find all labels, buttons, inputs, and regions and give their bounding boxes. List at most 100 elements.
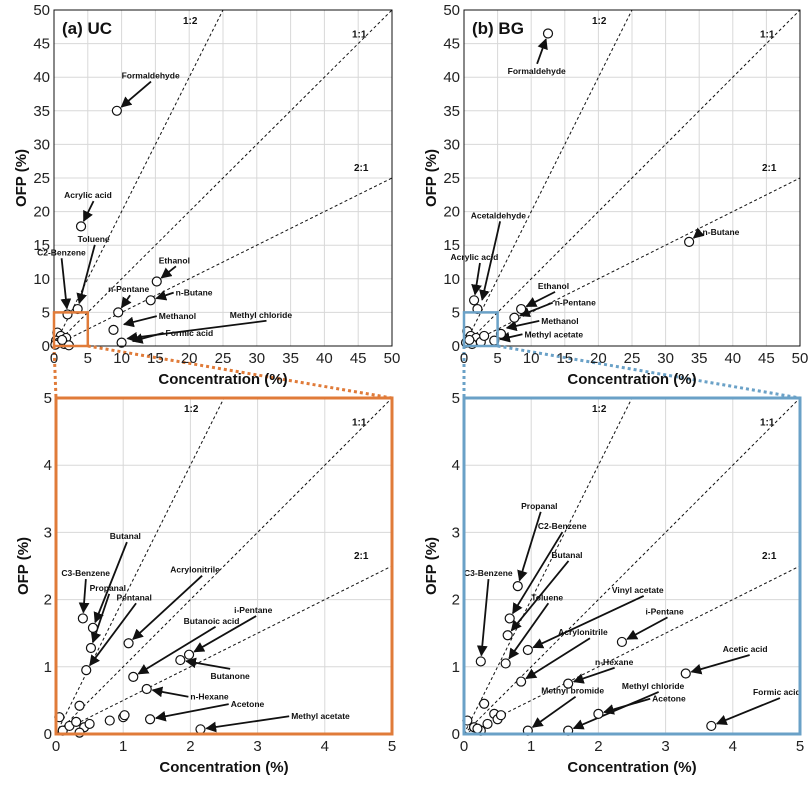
x-tick-label: 35: [282, 350, 299, 367]
ratio-label: 1:2: [592, 16, 607, 27]
x-tick-label: 0: [460, 738, 468, 755]
annotation-arrow: [154, 703, 229, 722]
annotation-arrow: [89, 602, 137, 667]
data-point: [123, 638, 134, 649]
annotation-arrow: [471, 262, 482, 296]
ratio-line-2-1: [53, 177, 393, 347]
x-tick-label: 10: [113, 350, 130, 367]
annotation-label: i-Pentane: [234, 605, 273, 615]
x-tick-label: 3: [661, 738, 669, 755]
annotation-arrow: [508, 602, 550, 660]
plot-frame: [462, 396, 802, 736]
annotation-arrow: [517, 511, 542, 582]
x-tick-label: 35: [691, 350, 708, 367]
data-point: [71, 716, 82, 728]
data-point: [616, 636, 628, 648]
annotation-arrow: [715, 697, 781, 726]
x-tick-label: 25: [624, 350, 641, 367]
x-tick-label: 45: [758, 350, 775, 367]
y-tick-label: 4: [44, 457, 52, 474]
y-tick-label: 2: [452, 592, 460, 609]
ratio-line-1-1: [55, 397, 393, 735]
ratio-label: 1:2: [183, 16, 198, 27]
x-tick-label: 50: [384, 350, 401, 367]
data-point: [522, 644, 533, 656]
annotation-arrow: [536, 38, 548, 65]
annotation-arrow: [692, 227, 705, 239]
y-tick-label: 1: [44, 659, 52, 676]
annotation-arrow: [518, 301, 554, 318]
annotation-label: Butanal: [110, 531, 141, 541]
annotation-label: Methyl acetate: [291, 711, 350, 721]
x-tick-label: 1: [527, 738, 535, 755]
data-point: [113, 307, 124, 318]
x-tick-label: 4: [321, 738, 329, 755]
data-point: [151, 276, 162, 287]
y-tick-label: 5: [44, 390, 52, 407]
x-tick-label: 2: [594, 738, 602, 755]
annotation-label: Formaldehyde: [122, 71, 180, 81]
annotation-label: Butanone: [211, 671, 250, 681]
annotation-label: Toluene: [531, 592, 563, 602]
y-tick-label: 5: [452, 390, 460, 407]
plot-frame: [53, 9, 393, 347]
annotation-label: Acetaldehyde: [471, 210, 527, 220]
data-point: [472, 723, 483, 734]
annotation-arrow: [155, 290, 174, 301]
annotation-label: C3-Benzene: [61, 568, 110, 578]
data-point: [75, 221, 87, 232]
data-point: [111, 105, 122, 116]
data-point: [680, 668, 691, 679]
x-tick-label: 1: [119, 738, 127, 755]
plot-frame: [463, 9, 801, 347]
data-point: [119, 710, 130, 721]
panel-tag: (b) BG: [472, 19, 524, 38]
x-tick-label: 5: [796, 738, 804, 755]
ratio-line-2-1: [55, 565, 393, 735]
annotation-label: Ethanol: [538, 281, 569, 291]
data-point: [479, 330, 490, 342]
data-point: [593, 708, 604, 719]
ratio-label: 1:2: [592, 404, 607, 415]
annotation-label: Acrylic acid: [64, 190, 112, 200]
annotation-arrow: [510, 560, 570, 632]
data-point: [128, 671, 139, 682]
annotation-label: Propanal: [521, 501, 557, 511]
x-tick-label: 20: [590, 350, 607, 367]
data-point: [144, 714, 156, 725]
y-tick-label: 10: [33, 271, 50, 288]
annotation-arrow: [82, 200, 95, 222]
ratio-line-1-2: [463, 397, 633, 735]
data-point: [77, 613, 88, 624]
annotation-arrow: [531, 695, 577, 728]
annotation-label: Acetone: [652, 694, 686, 704]
x-tick-label: 5: [388, 738, 396, 755]
y-tick-label: 10: [443, 271, 460, 288]
y-tick-label: 40: [443, 69, 460, 86]
x-axis-label: Concentration (%): [159, 759, 288, 776]
x-tick-label: 30: [248, 350, 265, 367]
x-tick-label: 50: [792, 350, 809, 367]
x-tick-label: 30: [657, 350, 674, 367]
y-tick-label: 0: [42, 338, 50, 355]
zoom-box: [462, 311, 499, 348]
data-point: [516, 676, 527, 687]
y-axis-label: OFP (%): [13, 149, 30, 207]
annotation-arrow: [479, 221, 501, 301]
y-tick-label: 1: [452, 659, 460, 676]
x-tick-label: 3: [253, 738, 261, 755]
data-point: [516, 303, 527, 315]
y-axis-label: OFP (%): [423, 537, 440, 595]
data-point: [141, 683, 152, 695]
x-tick-label: 10: [523, 350, 540, 367]
data-point: [509, 312, 520, 323]
annotation-arrow: [532, 595, 645, 649]
annotation-arrow: [93, 541, 128, 624]
y-tick-label: 25: [33, 170, 50, 187]
annotation-arrow: [137, 626, 216, 675]
y-tick-label: 30: [33, 136, 50, 153]
x-tick-label: 40: [316, 350, 333, 367]
y-tick-label: 20: [443, 204, 460, 221]
annotation-arrow: [120, 80, 152, 108]
annotation-arrow: [90, 593, 111, 644]
